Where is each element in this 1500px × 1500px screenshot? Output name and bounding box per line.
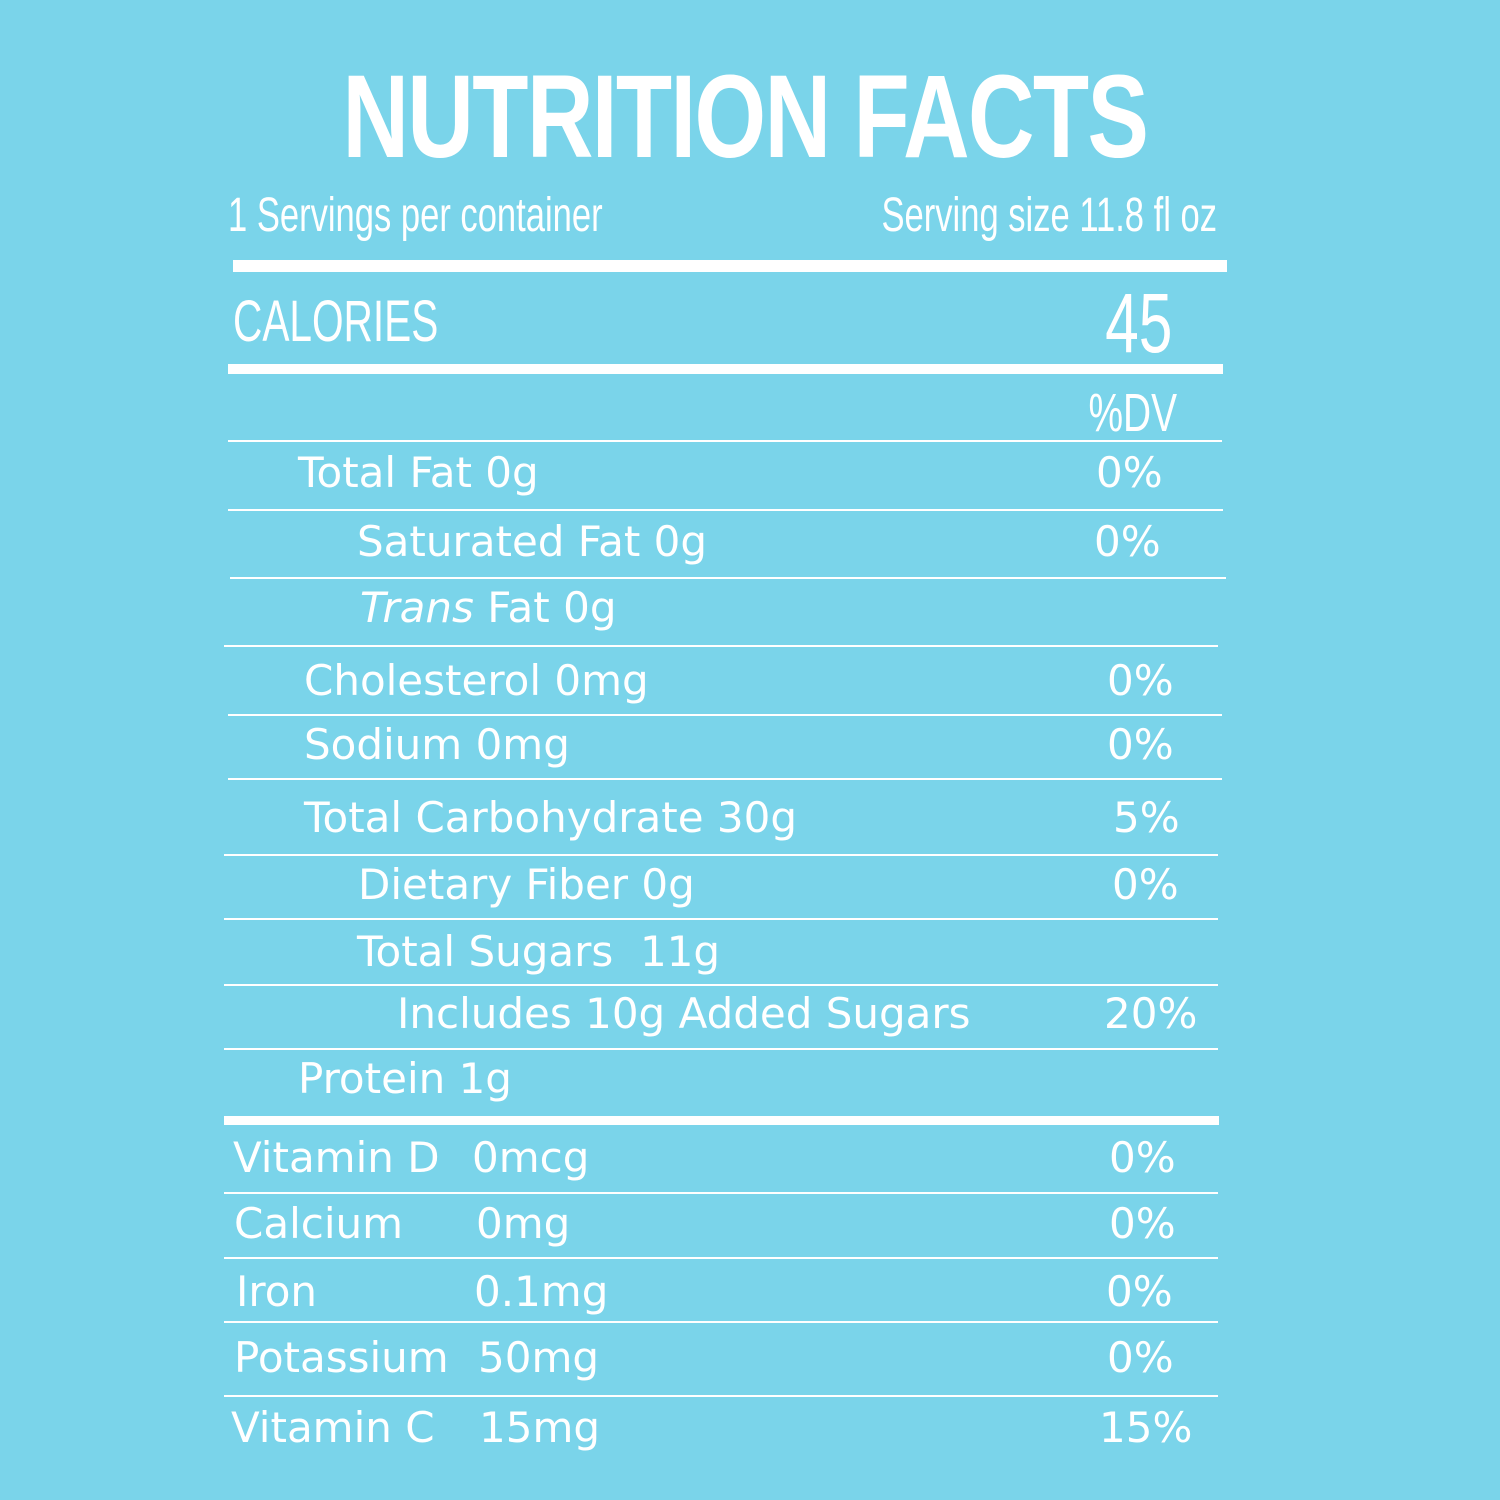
row-divider bbox=[230, 577, 1226, 579]
vitamin-amount: 15mg bbox=[479, 1403, 601, 1452]
trans-label: Trans bbox=[360, 583, 474, 632]
nutrient-total-carbohydrate: Total Carbohydrate 30g bbox=[304, 793, 798, 842]
nutrient-total-sugars: Total Sugars 11g bbox=[357, 927, 721, 976]
vitamin-divider bbox=[224, 1321, 1218, 1323]
row-divider bbox=[224, 918, 1218, 920]
vitamin-amount: 0.1mg bbox=[474, 1267, 609, 1316]
dv-total-carbohydrate: 5% bbox=[1113, 793, 1180, 842]
vitamin-dv: 0% bbox=[1109, 1133, 1176, 1182]
dv-added-sugars: 20% bbox=[1104, 989, 1198, 1038]
vitamin-amount: 50mg bbox=[478, 1333, 600, 1382]
calories-label: CALORIES bbox=[233, 289, 439, 354]
nutrient-dietary-fiber: Dietary Fiber 0g bbox=[358, 860, 695, 909]
thick-divider-calories bbox=[228, 364, 1223, 374]
vitamin-divider bbox=[224, 1192, 1218, 1194]
serving-size: Serving size 11.8 fl oz bbox=[881, 189, 1217, 242]
vitamin-dv: 0% bbox=[1107, 1333, 1174, 1382]
vitamin-divider bbox=[224, 1395, 1218, 1397]
row-divider bbox=[228, 440, 1222, 442]
nutrient-total-fat: Total Fat 0g bbox=[298, 448, 539, 497]
vitamin-amount: 0mcg bbox=[472, 1133, 590, 1182]
calories-value: 45 bbox=[1104, 276, 1172, 370]
thick-divider-vitamins bbox=[224, 1116, 1219, 1125]
dv-saturated-fat: 0% bbox=[1094, 517, 1161, 566]
page-title: NUTRITION FACTS bbox=[342, 51, 1148, 183]
nutrient-protein: Protein 1g bbox=[298, 1054, 512, 1103]
dv-dietary-fiber: 0% bbox=[1112, 860, 1179, 909]
daily-value-header: %DV bbox=[1088, 383, 1177, 443]
vitamin-name: Potassium bbox=[234, 1333, 449, 1382]
trans-fat-amount: Fat 0g bbox=[473, 583, 617, 632]
dv-total-fat: 0% bbox=[1096, 448, 1163, 497]
row-divider bbox=[224, 1048, 1218, 1050]
row-divider bbox=[224, 854, 1218, 856]
nutrient-trans-fat: Trans Fat 0g bbox=[360, 584, 617, 632]
vitamin-name: Iron bbox=[236, 1267, 318, 1316]
vitamin-name: Vitamin C bbox=[231, 1403, 435, 1452]
nutrient-sodium: Sodium 0mg bbox=[304, 720, 570, 769]
row-divider bbox=[228, 509, 1223, 511]
dv-sodium: 0% bbox=[1107, 720, 1174, 769]
row-divider bbox=[224, 984, 1218, 986]
vitamin-dv: 0% bbox=[1109, 1199, 1176, 1248]
nutrient-added-sugars: Includes 10g Added Sugars bbox=[397, 989, 971, 1038]
vitamin-dv: 15% bbox=[1099, 1403, 1193, 1452]
nutrient-saturated-fat: Saturated Fat 0g bbox=[357, 517, 708, 566]
row-divider bbox=[228, 714, 1222, 716]
vitamin-dv: 0% bbox=[1106, 1267, 1173, 1316]
nutrient-cholesterol: Cholesterol 0mg bbox=[304, 656, 649, 705]
vitamin-name: Calcium bbox=[234, 1199, 404, 1248]
thick-divider-top bbox=[233, 260, 1227, 272]
row-divider bbox=[228, 778, 1222, 780]
servings-per-container: 1 Servings per container bbox=[228, 189, 603, 242]
vitamin-divider bbox=[224, 1257, 1218, 1259]
vitamin-name: Vitamin D bbox=[233, 1133, 440, 1182]
row-divider bbox=[224, 645, 1218, 647]
vitamin-amount: 0mg bbox=[476, 1199, 571, 1248]
dv-cholesterol: 0% bbox=[1107, 656, 1174, 705]
